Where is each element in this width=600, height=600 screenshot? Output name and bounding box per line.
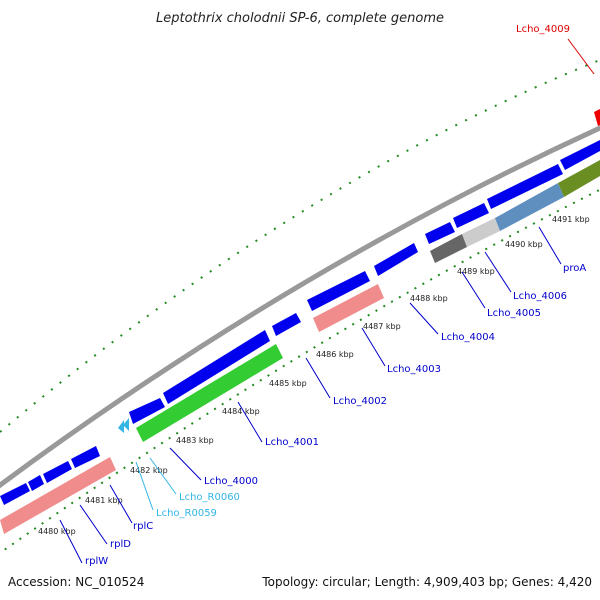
gene-label[interactable]: proA	[563, 263, 586, 274]
cds-arrow[interactable]	[28, 475, 44, 491]
tick-label: 4483 kbp	[176, 436, 214, 445]
gene-leader-line	[484, 251, 512, 293]
forward-cds-track	[0, 140, 600, 505]
cds-arrow[interactable]	[43, 461, 72, 483]
gray-feature[interactable]	[430, 234, 467, 263]
accession-text: Accession: NC_010524	[8, 575, 144, 589]
gene-label[interactable]: rplW	[85, 556, 108, 567]
gene-leader-line	[305, 357, 331, 399]
green-feature[interactable]	[136, 344, 283, 442]
gene-leader-line	[237, 401, 263, 443]
cds-arrow[interactable]	[0, 483, 30, 505]
tick-label: 4485 kbp	[269, 379, 307, 388]
gene-label[interactable]: rplD	[110, 539, 131, 550]
gene-leader-line	[361, 327, 386, 367]
tick-label: 4482 kbp	[130, 466, 168, 475]
topology-text: Topology: circular; Length: 4,909,403 bp…	[261, 575, 592, 589]
map-title: Leptothrix cholodnii SP-6, complete geno…	[156, 11, 444, 26]
cds-arrow[interactable]	[487, 164, 563, 209]
lightgray-feature[interactable]	[462, 218, 500, 247]
gene-label[interactable]: Lcho_4006	[513, 291, 567, 302]
gene-leader-line	[135, 461, 154, 511]
feature-bar-track	[0, 109, 600, 534]
tick-label: 4490 kbp	[505, 240, 543, 249]
gene-leader-line	[149, 457, 177, 495]
olive-feature[interactable]	[558, 160, 600, 197]
gene-label[interactable]: Lcho_4005	[487, 308, 541, 319]
cds-arrow[interactable]	[453, 203, 489, 228]
gene-label[interactable]: Lcho_4000	[204, 476, 258, 487]
gene-leader-line	[461, 271, 486, 309]
gene-label[interactable]: Lcho_4002	[333, 396, 387, 407]
rrna-feature[interactable]	[0, 457, 116, 534]
gene-leader-line	[79, 504, 108, 545]
cds-arrow[interactable]	[560, 140, 600, 170]
trna-arrow[interactable]	[118, 420, 124, 433]
gene-label[interactable]: Lcho_4003	[387, 364, 441, 375]
gene-leader-line	[538, 226, 562, 265]
cds-arrow[interactable]	[272, 313, 301, 336]
inner-tick-ring	[0, 188, 600, 555]
tick-label: 4484 kbp	[222, 407, 260, 416]
tick-label: 4480 kbp	[38, 527, 76, 536]
gene-leader-line	[567, 38, 595, 75]
cds-arrow[interactable]	[425, 222, 455, 244]
tick-label: 4491 kbp	[552, 215, 590, 224]
tick-label: 4487 kbp	[363, 322, 401, 331]
rrna-feature[interactable]	[313, 284, 384, 332]
cds-arrow[interactable]	[129, 398, 165, 424]
gene-label[interactable]: rplC	[133, 521, 153, 532]
cds-arrow[interactable]	[163, 330, 270, 404]
gene-label[interactable]: Lcho_4001	[265, 437, 319, 448]
gene-leader-line	[169, 447, 202, 481]
gene-leader-line	[409, 302, 439, 335]
cds-arrow[interactable]	[374, 243, 418, 276]
cds-arrow[interactable]	[307, 271, 370, 311]
tick-label-layer: 4480 kbp 4481 kbp 4482 kbp 4483 kbp 4484 kbp…	[38, 215, 590, 536]
gene-leader-line	[109, 484, 133, 524]
gene-label[interactable]: Lcho_4004	[441, 332, 495, 343]
tick-label: 4489 kbp	[457, 267, 495, 276]
steelblue-feature[interactable]	[495, 183, 564, 231]
gene-label[interactable]: Lcho_4009	[516, 24, 570, 35]
gene-label[interactable]: Lcho_R0060	[179, 492, 240, 503]
outer-tick-ring	[0, 59, 600, 433]
gene-label[interactable]: Lcho_R0059	[156, 508, 217, 519]
tick-label: 4486 kbp	[316, 350, 354, 359]
tick-label: 4488 kbp	[410, 294, 448, 303]
cds-arrow[interactable]	[71, 446, 100, 468]
trna-arrow[interactable]	[123, 418, 129, 431]
tick-label: 4481 kbp	[85, 496, 123, 505]
red-feature[interactable]	[594, 109, 600, 126]
gene-leader-line	[59, 519, 83, 564]
genome-backbone	[0, 125, 600, 489]
